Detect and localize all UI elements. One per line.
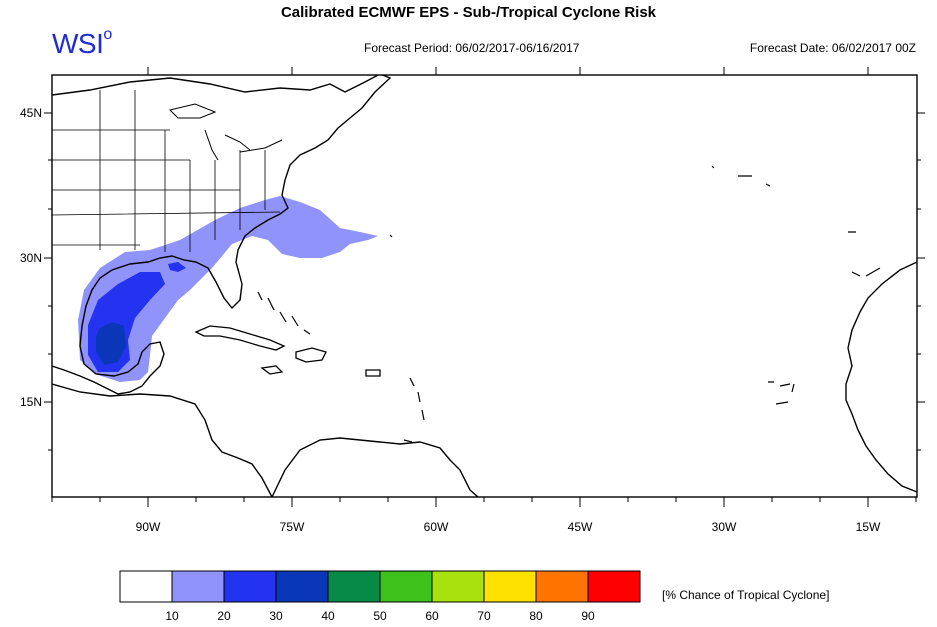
islands-cape-verde	[768, 381, 795, 405]
coastline-north-america	[52, 75, 392, 395]
islands-bahamas	[257, 291, 311, 335]
legend-label: [% Chance of Tropical Cyclone]	[662, 588, 830, 602]
coastline-central-america	[52, 383, 273, 497]
legend-swatch-4	[327, 570, 381, 603]
chart-title: Calibrated ECMWF EPS - Sub-/Tropical Cyc…	[280, 4, 657, 21]
legend-tick-20: 20	[217, 609, 231, 623]
forecast-date: Forecast Date: 06/02/2017 00Z	[749, 41, 916, 55]
lon-label-45w: 45W	[568, 520, 593, 534]
legend-tick-90: 90	[581, 609, 595, 623]
legend-swatch-7	[483, 570, 537, 603]
islands-azores	[711, 165, 771, 187]
coastline-south-america	[271, 437, 479, 497]
lon-label-60w: 60W	[424, 520, 449, 534]
legend-swatch-8	[535, 570, 589, 603]
wsi-logo: WSIo	[52, 25, 112, 60]
brand-degree: o	[103, 25, 112, 43]
legend-swatch-5	[379, 570, 433, 603]
lon-ticks	[51, 67, 917, 507]
islands-canaries	[848, 231, 881, 277]
lat-ticks	[44, 112, 925, 451]
island-bermuda	[389, 234, 393, 238]
legend-tick-50: 50	[373, 609, 387, 623]
lat-label-30n: 30N	[20, 251, 42, 265]
legend-swatch-1	[171, 570, 225, 603]
legend-tick-70: 70	[477, 609, 491, 623]
legend-swatch-6	[431, 570, 485, 603]
forecast-period: Forecast Period: 06/02/2017-06/16/2017	[364, 41, 580, 55]
lat-label-45n: 45N	[20, 106, 42, 120]
risk-area-30	[96, 322, 126, 365]
legend-tick-40: 40	[321, 609, 335, 623]
legend-tick-10: 10	[165, 609, 179, 623]
legend-tick-30: 30	[269, 609, 283, 623]
island-hispaniola	[295, 347, 327, 363]
map-layer	[52, 75, 917, 497]
lon-label-15w: 15W	[856, 520, 881, 534]
legend-swatch-0	[119, 570, 173, 603]
islands-lesser-antilles	[403, 377, 425, 443]
legend-tick-60: 60	[425, 609, 439, 623]
lon-label-30w: 30W	[712, 520, 737, 534]
island-puerto-rico	[365, 369, 381, 377]
legend-swatch-9	[587, 570, 641, 603]
island-jamaica	[260, 365, 284, 375]
color-legend: 10 20 30 40 50 60 70 80 90	[119, 570, 641, 623]
lon-label-75w: 75W	[280, 520, 305, 534]
legend-swatch-2	[223, 570, 277, 603]
state-borders	[52, 90, 281, 252]
great-lakes	[169, 103, 283, 161]
island-cuba	[194, 325, 286, 351]
risk-area-20b	[168, 262, 186, 272]
legend-swatch-3	[275, 570, 329, 603]
legend-tick-80: 80	[529, 609, 543, 623]
risk-area-10	[78, 196, 378, 382]
brand-text: WSI	[52, 28, 104, 59]
lon-label-90w: 90W	[136, 520, 161, 534]
coastline-africa	[845, 261, 917, 493]
lat-label-15n: 15N	[20, 395, 42, 409]
